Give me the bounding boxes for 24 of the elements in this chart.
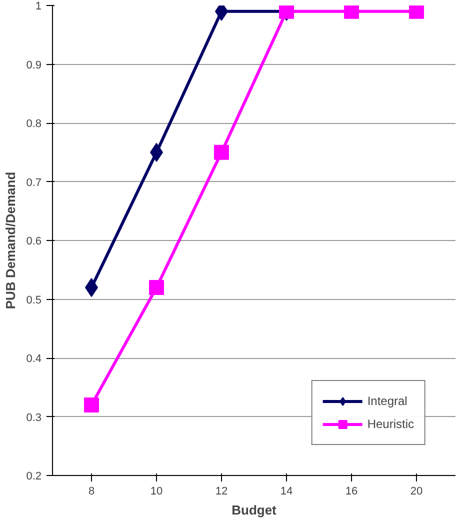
y-axis-title: PUB Demand/Demand: [3, 172, 18, 310]
legend-label: Integral: [367, 394, 408, 408]
y-tick-label: 0.8: [26, 118, 42, 130]
x-axis-title: Budget: [232, 502, 278, 518]
point: [149, 280, 164, 295]
y-tick-label: 0.2: [26, 470, 42, 482]
y-tick-label: 0.7: [26, 176, 42, 189]
y-tick-label: 0.6: [26, 236, 42, 248]
y-tick-label: 0.3: [26, 412, 42, 424]
point: [344, 6, 359, 19]
point: [409, 6, 424, 19]
x-tick-label: 14: [280, 486, 293, 498]
x-tick-label: 20: [410, 486, 423, 498]
x-tick-label: 10: [150, 486, 163, 498]
y-tick-label: 0.9: [26, 59, 42, 72]
y-tick-label: 0.5: [26, 294, 42, 306]
point: [84, 398, 99, 412]
legend-label: Heuristic: [367, 417, 414, 431]
y-tick-label: 0.4: [26, 353, 42, 365]
point: [214, 144, 229, 160]
y-tick-label: 1: [35, 0, 42, 12]
x-tick-label: 12: [215, 486, 228, 498]
x-tick-label: 16: [345, 486, 358, 498]
x-tick-label: 8: [88, 486, 95, 498]
